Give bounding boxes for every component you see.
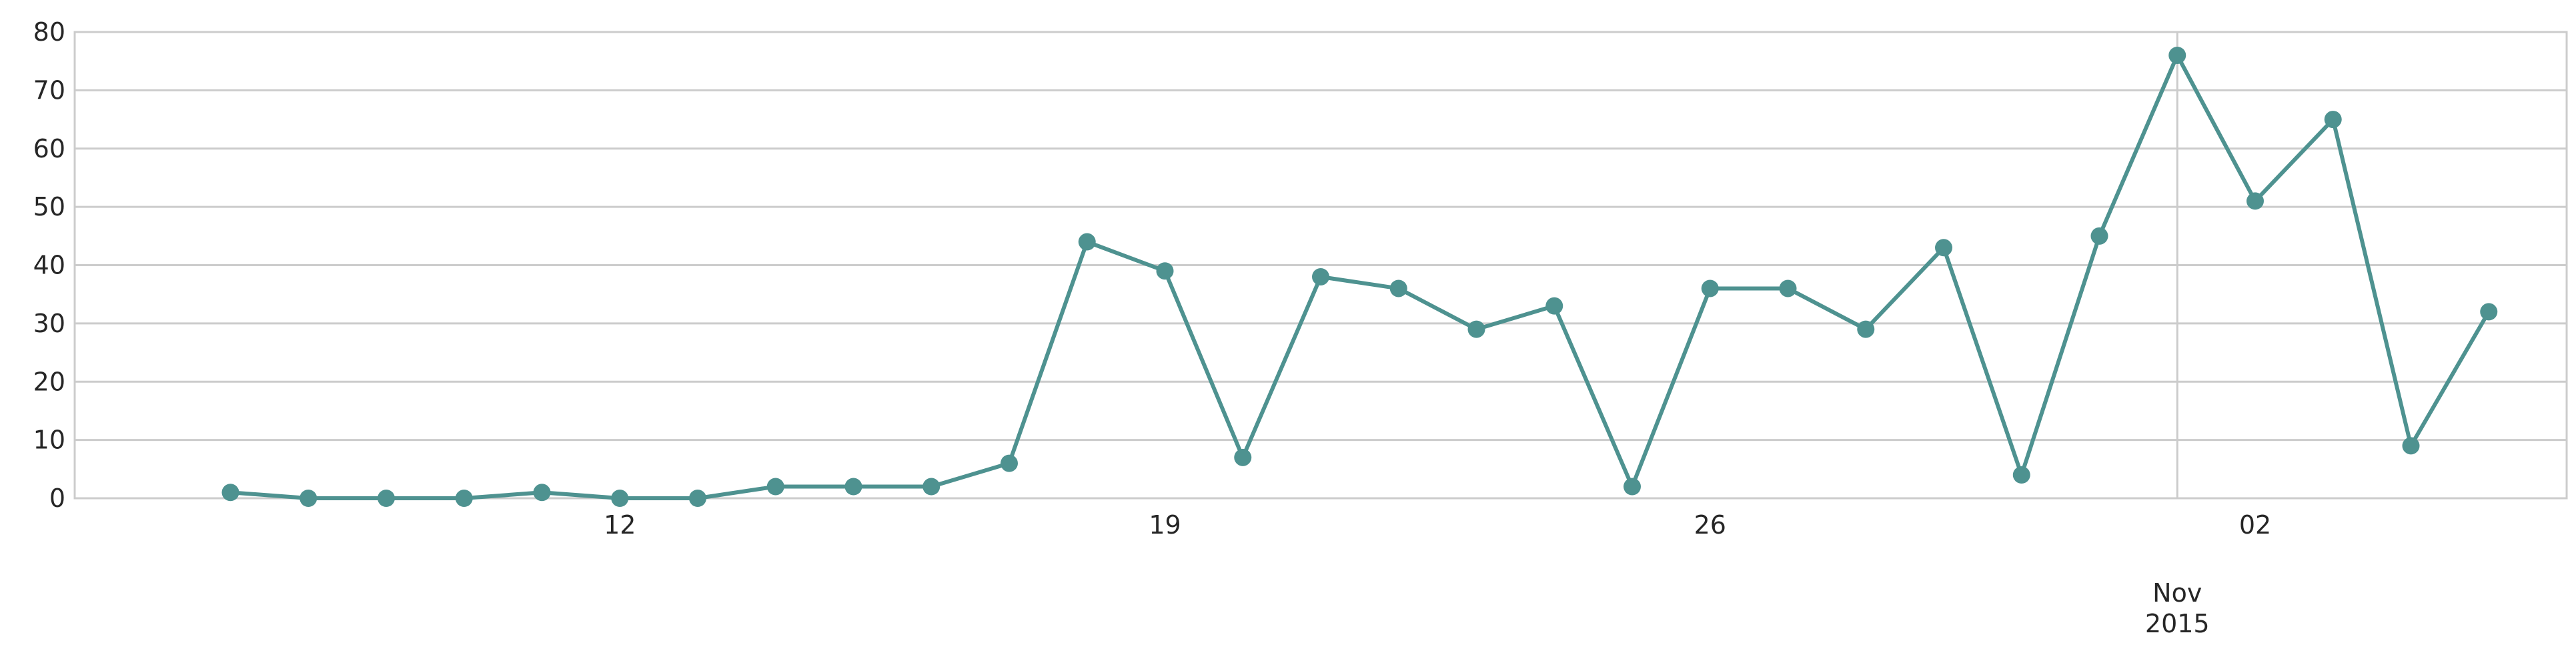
- data-point: [1389, 279, 1407, 297]
- x-tick-label: 26: [1694, 510, 1726, 540]
- series: [221, 46, 2498, 507]
- data-point: [1701, 279, 1719, 297]
- data-point: [689, 490, 706, 507]
- data-point: [1935, 239, 1952, 257]
- data-point: [1001, 454, 1018, 472]
- data-point: [455, 490, 473, 507]
- y-axis: 0 10 20 30 40 50 60 70 80: [33, 17, 65, 513]
- x-tick-label: 12: [604, 510, 636, 540]
- data-point: [1078, 233, 1096, 251]
- data-point: [1467, 320, 1485, 338]
- data-point: [2168, 46, 2186, 64]
- plot-frame: [73, 31, 2568, 500]
- data-point: [611, 490, 629, 507]
- x-tick-label: 19: [1149, 510, 1181, 540]
- data-point: [1545, 297, 1563, 315]
- y-tick-label: 70: [33, 75, 65, 105]
- data-point: [1857, 320, 1875, 338]
- data-point: [1234, 448, 1252, 466]
- y-tick-label: 40: [33, 251, 65, 280]
- y-tick-label: 80: [33, 17, 65, 47]
- data-point: [2324, 111, 2342, 129]
- y-tick-label: 60: [33, 134, 65, 163]
- grid: [75, 31, 2567, 500]
- y-tick-label: 20: [33, 367, 65, 396]
- y-tick-label: 50: [33, 192, 65, 221]
- y-tick-label: 30: [33, 309, 65, 338]
- x-tick-label: 02: [2239, 510, 2271, 540]
- data-point: [1312, 267, 1329, 285]
- data-point: [2090, 227, 2108, 245]
- y-tick-label: 10: [33, 426, 65, 455]
- data-point: [2012, 466, 2030, 484]
- data-point: [1624, 478, 1641, 496]
- data-point: [299, 490, 317, 507]
- data-point: [2480, 303, 2498, 321]
- data-point: [844, 478, 862, 496]
- x-major-tick-year: 2015: [2145, 609, 2210, 638]
- data-point: [1156, 262, 1174, 280]
- data-point: [1779, 279, 1797, 297]
- data-point: [766, 478, 784, 496]
- series-line: [228, 53, 2491, 500]
- data-point: [2246, 192, 2264, 210]
- x-major-tick-month: Nov: [2152, 578, 2202, 608]
- data-point: [221, 484, 239, 502]
- data-point: [533, 484, 551, 502]
- data-point: [922, 478, 940, 496]
- data-point: [2402, 437, 2420, 455]
- y-tick-label: 0: [49, 484, 65, 513]
- data-point: [378, 490, 395, 507]
